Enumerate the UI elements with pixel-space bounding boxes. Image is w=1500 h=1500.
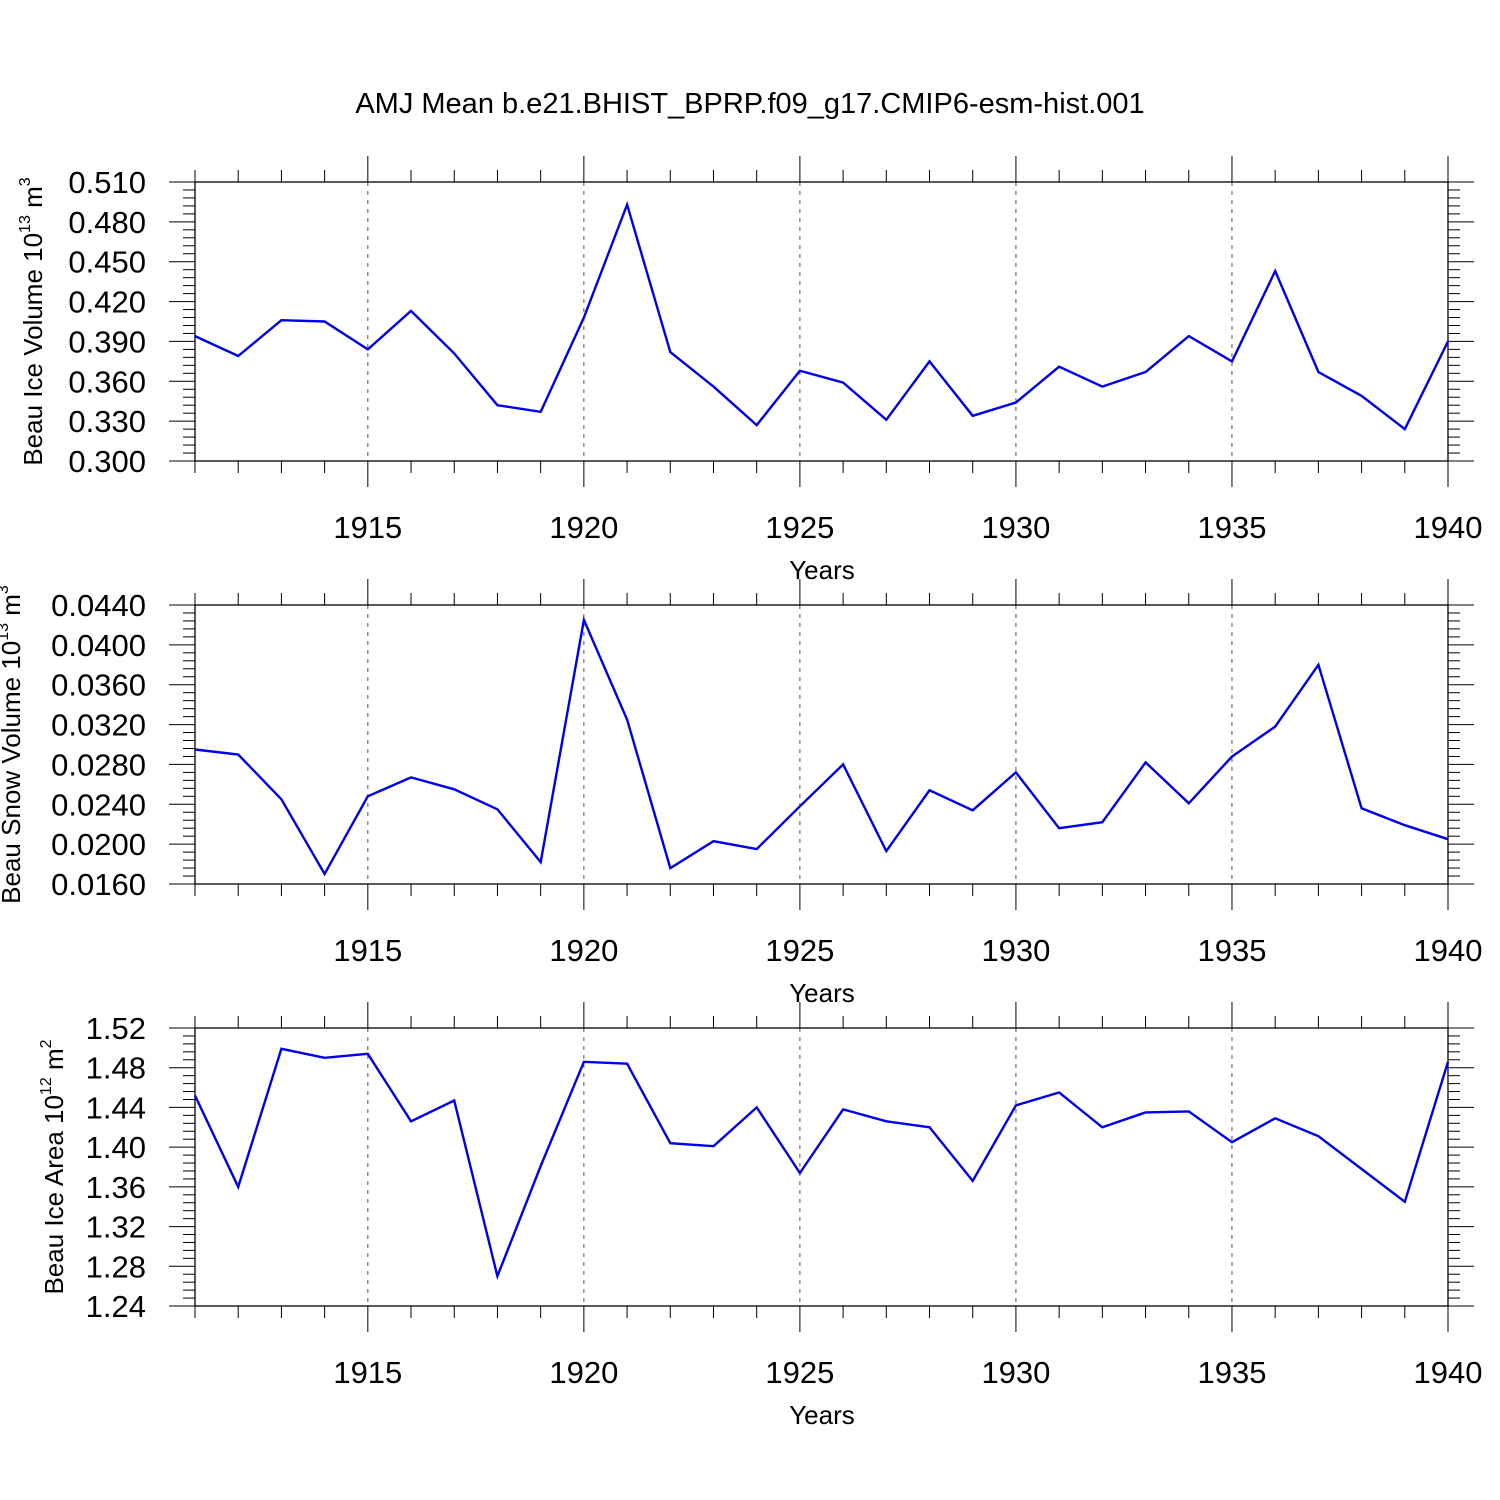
x-tick-label: 1920 [549, 510, 618, 545]
y-axis-label-unit: m [18, 186, 48, 215]
x-tick-label: 1930 [981, 510, 1050, 545]
x-tick-label: 1915 [333, 1355, 402, 1390]
y-tick-label: 1.44 [86, 1090, 146, 1125]
x-tick-label: 1925 [765, 510, 834, 545]
x-axis-label: Years [789, 555, 855, 585]
plot-frame [194, 1027, 1449, 1307]
x-tick-label: 1935 [1197, 510, 1266, 545]
y-axis-label-unit-exponent: 3 [17, 177, 34, 186]
y-axis-label-exponent: 13 [17, 215, 34, 233]
y-tick-label: 0.0320 [51, 708, 146, 743]
plot-frame [194, 181, 1449, 462]
plot-frame [194, 604, 1449, 885]
y-tick-label: 0.0240 [51, 787, 146, 822]
y-axis-label-unit-exponent: 2 [38, 1039, 55, 1048]
y-tick-label: 1.28 [86, 1249, 146, 1284]
y-tick-label: 0.510 [68, 165, 146, 200]
x-tick-label: 1915 [333, 510, 402, 545]
y-tick-label: 0.390 [68, 324, 146, 359]
x-tick-label: 1925 [765, 933, 834, 968]
x-tick-label: 1930 [981, 1355, 1050, 1390]
ice-area-panel: 1.24 1.28 1.32 1.36 1.40 1.44 1.48 1.52 1915 1920… [38, 1002, 1482, 1430]
y-tick-label: 0.0160 [51, 867, 146, 902]
snow-volume-panel: 0.0160 0.0200 0.0240 0.0280 0.0320 0.0360 0.04… [0, 579, 1482, 1008]
y-axis-label-unit-exponent: 3 [0, 585, 12, 594]
y-axis-label-unit: m [0, 594, 26, 623]
x-tick-label: 1935 [1197, 1355, 1266, 1390]
y-tick-label: 1.36 [86, 1170, 146, 1205]
x-tick-label: 1920 [549, 933, 618, 968]
figure-title: AMJ Mean b.e21.BHIST_BPRP.f09_g17.CMIP6-… [355, 88, 1145, 120]
series-line [193, 1047, 1450, 1281]
y-tick-label: 1.40 [86, 1130, 146, 1165]
x-axis-label: Years [789, 978, 855, 1008]
y-axis-label: Beau Ice Volume 1013 m3 [17, 177, 48, 465]
y-axis-label-base: Beau Ice Area 10 [39, 1095, 69, 1294]
y-tick-label: 0.420 [68, 285, 146, 320]
x-tick-label: 1940 [1414, 510, 1483, 545]
y-tick-label: 0.480 [68, 205, 146, 240]
x-tick-label: 1940 [1414, 1355, 1483, 1390]
x-tick-label: 1940 [1414, 933, 1483, 968]
x-tick-label: 1920 [549, 1355, 618, 1390]
y-tick-label: 1.24 [86, 1289, 146, 1324]
x-tick-label: 1915 [333, 933, 402, 968]
y-tick-label: 0.0200 [51, 827, 146, 862]
y-axis-label: Beau Snow Volume 1013 m3 [0, 585, 26, 904]
x-tick-label: 1925 [765, 1355, 834, 1390]
y-axis-label-exponent: 13 [0, 623, 12, 641]
x-tick-label: 1935 [1197, 933, 1266, 968]
y-tick-label: 1.48 [86, 1051, 146, 1086]
series-line [194, 615, 1449, 877]
y-tick-label: 0.0280 [51, 747, 146, 782]
y-tick-label: 0.0400 [51, 628, 146, 663]
y-axis-label-unit: m [39, 1048, 69, 1077]
y-axis-label: Beau Ice Area 1012 m2 [38, 1039, 69, 1294]
y-tick-label: 0.300 [68, 444, 146, 479]
y-tick-label: 1.52 [86, 1011, 146, 1046]
y-axis-label-base: Beau Ice Volume 10 [18, 233, 48, 466]
y-tick-label: 0.330 [68, 404, 146, 439]
x-tick-label: 1930 [981, 933, 1050, 968]
ice-volume-panel: 0.300 0.330 0.360 0.390 0.420 0.450 0.480 0.510… [17, 156, 1482, 585]
y-tick-label: 1.32 [86, 1210, 146, 1245]
y-axis-label-exponent: 12 [38, 1077, 55, 1095]
y-tick-label: 0.360 [68, 364, 146, 399]
y-axis-label-base: Beau Snow Volume 10 [0, 641, 26, 904]
series-line [194, 200, 1450, 431]
x-axis-label: Years [789, 1400, 855, 1430]
y-tick-label: 0.0360 [51, 668, 146, 703]
y-tick-label: 0.450 [68, 245, 146, 280]
y-tick-label: 0.0440 [51, 588, 146, 623]
